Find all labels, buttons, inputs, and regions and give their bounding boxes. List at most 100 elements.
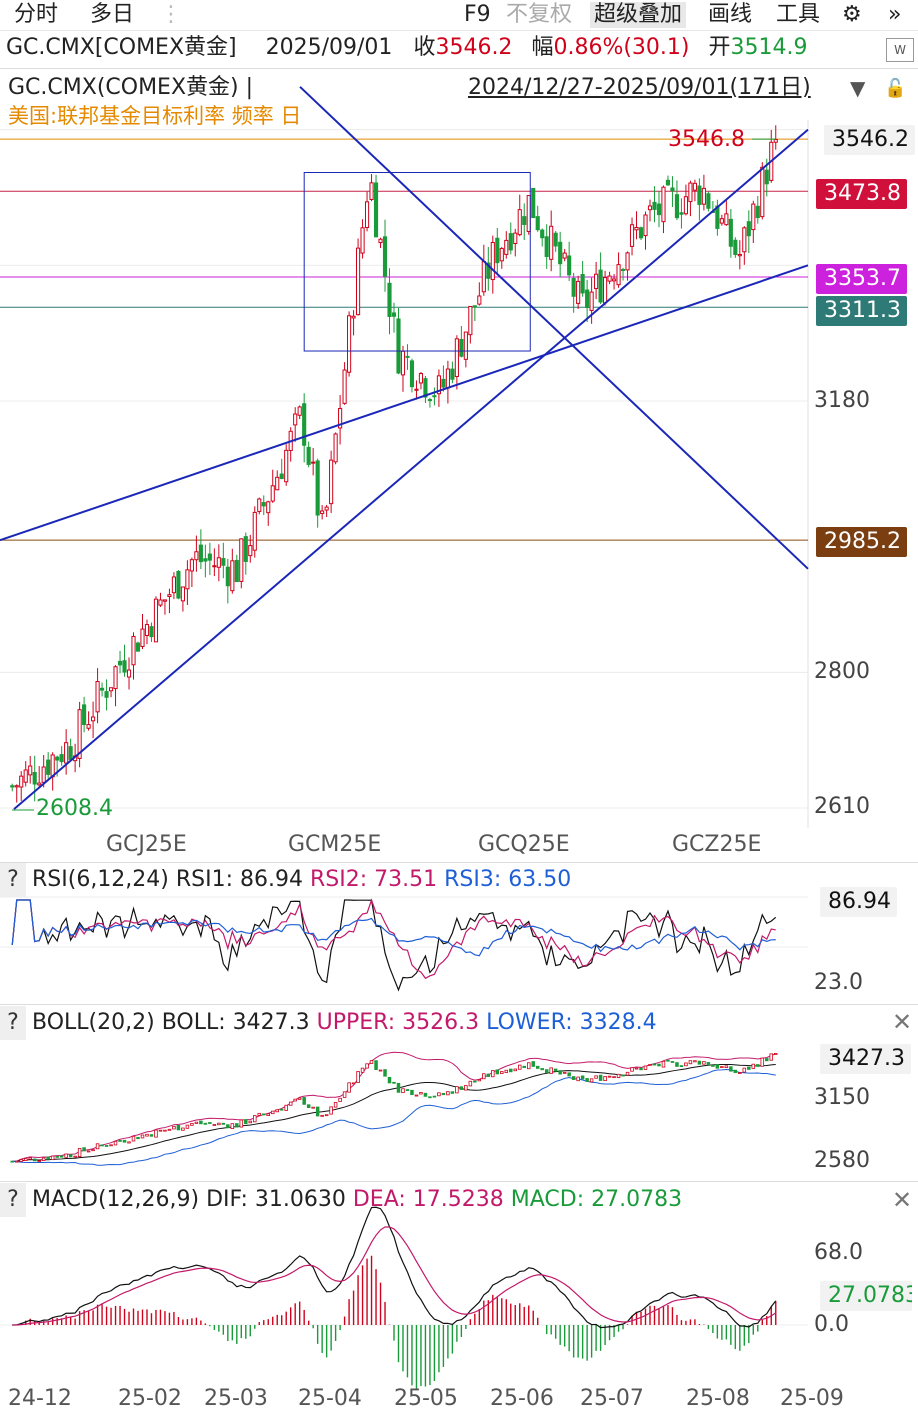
- boll-candle: [324, 1114, 329, 1117]
- boll-candle: [769, 1053, 774, 1061]
- candle-body: [364, 201, 370, 228]
- candle-body: [373, 182, 379, 238]
- candle-body: [477, 295, 482, 305]
- boll-candle: [82, 1147, 86, 1152]
- boll-candle: [643, 1065, 648, 1070]
- lock-icon[interactable]: 🔓: [884, 78, 907, 99]
- candle-body: [580, 273, 585, 294]
- boll-candle: [158, 1129, 163, 1132]
- chevron-down-icon[interactable]: ▼: [850, 76, 866, 100]
- candle-body: [59, 754, 64, 763]
- candle-body: [149, 626, 154, 638]
- low-annotation: 2608.4: [36, 796, 113, 821]
- rsi-header: ? RSI(6,12,24) RSI1: 86.94 RSI2: 73.51 RS…: [0, 863, 571, 897]
- candle-body: [495, 237, 500, 264]
- date-axis-tick: 25-04: [298, 1386, 362, 1411]
- candle-body: [104, 691, 109, 698]
- tab-intraday[interactable]: 分时: [14, 2, 59, 27]
- draw-line-button[interactable]: 画线: [708, 2, 753, 27]
- candle-body: [28, 765, 33, 776]
- candle-body: [113, 666, 118, 690]
- boll-candle: [55, 1155, 59, 1158]
- trend-line-falling: [299, 86, 809, 570]
- date-range-selector[interactable]: 2024/12/27-2025/09/01(171日): [468, 75, 811, 100]
- help-icon[interactable]: ?: [0, 863, 26, 897]
- candle-body: [347, 315, 352, 373]
- change-label: 幅: [531, 35, 554, 60]
- candlestick-chart[interactable]: [0, 0, 918, 830]
- quote-date: 2025/09/01: [265, 35, 393, 60]
- no-adjust-button[interactable]: 不复权: [506, 2, 573, 27]
- candle-body: [396, 318, 401, 374]
- macd-name: MACD(12,26,9): [32, 1187, 200, 1212]
- candle-body: [490, 241, 495, 281]
- boll-candle: [630, 1067, 634, 1072]
- candle-body: [679, 212, 684, 215]
- boll-candle: [419, 1092, 423, 1095]
- boll-name: BOLL(20,2): [32, 1010, 155, 1035]
- close-icon[interactable]: ✕: [892, 1008, 913, 1036]
- candle-body: [108, 687, 114, 692]
- level-tag-4: 2985.2: [816, 527, 907, 557]
- tab-multi-day[interactable]: 多日: [90, 2, 135, 27]
- f9-button[interactable]: F9: [464, 2, 491, 27]
- contract-label: GCQ25E: [478, 832, 570, 857]
- candle-body: [333, 433, 338, 463]
- rsi2-value: RSI2: 73.51: [310, 867, 438, 892]
- tools-button[interactable]: 工具: [776, 2, 821, 27]
- boll-candle: [405, 1089, 410, 1091]
- boll-candle: [652, 1063, 657, 1066]
- macd-header: ? MACD(12,26,9) DIF: 31.0630 DEA: 17.5238…: [0, 1183, 682, 1217]
- boll-candle: [706, 1062, 711, 1066]
- boll-candle: [329, 1106, 333, 1115]
- boll-candle: [320, 1114, 324, 1117]
- help-icon[interactable]: ?: [0, 1183, 26, 1217]
- boll-candle: [491, 1070, 495, 1078]
- boll-candle: [585, 1078, 589, 1082]
- boll-candle: [450, 1091, 455, 1094]
- candle-body: [418, 373, 424, 384]
- boll-candle: [163, 1129, 167, 1132]
- candle-body: [99, 687, 105, 691]
- drag-handle-icon[interactable]: ⋮: [160, 2, 182, 27]
- boll-candle: [607, 1075, 612, 1078]
- image-icon[interactable]: W: [886, 38, 914, 62]
- chevron-right-icon[interactable]: »: [888, 2, 902, 27]
- divider: [0, 1004, 918, 1005]
- candle-body: [86, 724, 91, 729]
- gear-icon[interactable]: ⚙: [842, 2, 862, 27]
- macd-value-tag: 27.0783: [820, 1281, 912, 1311]
- close-icon[interactable]: ✕: [892, 1186, 913, 1214]
- boll-candle: [208, 1122, 212, 1124]
- boll-candle: [360, 1067, 365, 1073]
- candle-body: [324, 506, 329, 511]
- boll-candle: [378, 1069, 383, 1072]
- rsi-name: RSI(6,12,24): [32, 867, 169, 892]
- boll-candle: [302, 1097, 306, 1105]
- boll-candle: [172, 1125, 176, 1130]
- boll-candle: [729, 1066, 733, 1072]
- boll-candle: [535, 1065, 540, 1069]
- date-axis-tick: 25-07: [580, 1386, 644, 1411]
- candle-body: [594, 273, 599, 290]
- candle-body: [320, 510, 325, 514]
- candle-body: [665, 179, 671, 186]
- boll-candle: [544, 1069, 549, 1074]
- boll-candle: [473, 1080, 477, 1083]
- super-overlay-button[interactable]: 超级叠加: [590, 2, 687, 28]
- candle-body: [158, 599, 163, 606]
- help-icon[interactable]: ?: [0, 1006, 26, 1040]
- boll-candle: [396, 1082, 401, 1093]
- candle-body: [544, 236, 549, 258]
- date-axis-tick: 25-06: [490, 1386, 554, 1411]
- boll-candle: [50, 1155, 55, 1161]
- candle-body: [77, 709, 82, 759]
- candle-body: [122, 660, 127, 673]
- boll-candle: [720, 1066, 724, 1069]
- candle-body: [643, 214, 648, 237]
- candle-body: [454, 338, 459, 377]
- date-axis-tick: 25-05: [394, 1386, 458, 1411]
- boll-candle: [140, 1134, 145, 1139]
- candle-body: [279, 473, 284, 480]
